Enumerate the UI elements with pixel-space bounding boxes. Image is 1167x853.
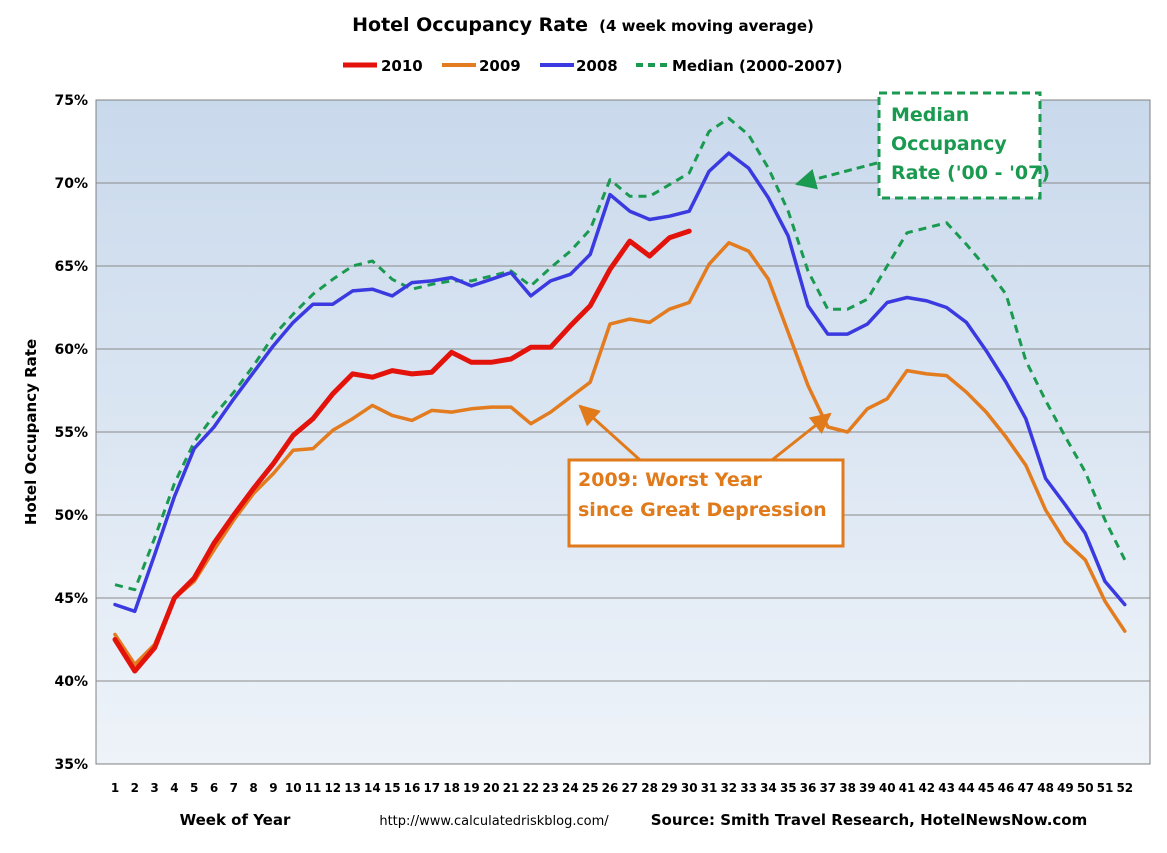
worst-year-arrow-left [578,404,642,462]
x-tick-label: 16 [404,781,421,795]
x-tick-label: 18 [443,781,460,795]
y-axis-ticks: 35% 40% 45% 50% 55% 60% 65% 70% 75% [54,93,88,773]
x-tick-label: 43 [938,781,955,795]
median-annotation: Median Occupancy Rate ('00 - '07) [794,91,1050,200]
median-annotation-arrow [794,161,878,190]
x-tick-label: 36 [800,781,817,795]
x-tick-label: 8 [249,781,257,795]
footer-url: http://www.calculatedriskblog.com/ [379,814,609,829]
x-tick-label: 35 [780,781,797,795]
x-tick-label: 25 [582,781,599,795]
x-tick-label: 27 [621,781,638,795]
x-tick-label: 15 [384,781,401,795]
series-line-median-2000-2007 [114,116,1127,592]
x-tick-label: 37 [819,781,836,795]
y-axis-label: Hotel Occupancy Rate [22,339,40,525]
x-tick-label: 48 [1037,781,1054,795]
x-tick-label: 5 [190,781,198,795]
y-tick-label: 35% [54,757,88,773]
x-tick-label: 19 [463,781,480,795]
x-tick-label: 42 [918,781,935,795]
legend-label: 2009 [479,57,521,75]
x-tick-label: 12 [324,781,341,795]
x-tick-label: 31 [701,781,718,795]
y-tick-label: 40% [54,674,88,690]
worst-year-annotation: 2009: Worst Year since Great Depression [567,404,845,548]
x-tick-label: 50 [1077,781,1094,795]
x-tick-label: 17 [423,781,440,795]
x-tick-label: 21 [503,781,520,795]
x-tick-label: 13 [344,781,361,795]
x-tick-label: 23 [542,781,559,795]
y-tick-label: 45% [54,591,88,607]
legend-label: Median (2000-2007) [672,57,842,75]
legend-label: 2010 [381,57,423,75]
x-tick-label: 22 [522,781,539,795]
x-tick-label: 49 [1057,781,1074,795]
x-tick-label: 7 [230,781,238,795]
x-tick-label: 52 [1116,781,1133,795]
y-tick-label: 50% [54,508,88,524]
worst-year-annotation-line-2: since Great Depression [578,499,827,521]
chart-title-group: Hotel Occupancy Rate (4 week moving aver… [352,14,814,36]
x-tick-label: 41 [899,781,916,795]
x-tick-label: 51 [1097,781,1114,795]
y-tick-label: 55% [54,425,88,441]
worst-year-annotation-line-1: 2009: Worst Year [578,469,763,491]
x-tick-label: 24 [562,781,579,795]
x-tick-label: 1 [111,781,119,795]
x-tick-label: 46 [998,781,1015,795]
x-tick-label: 4 [170,781,178,795]
x-tick-label: 47 [1017,781,1034,795]
median-annotation-box [877,91,1042,200]
x-tick-label: 20 [483,781,500,795]
median-annotation-line-1: Median [891,104,969,126]
x-tick-label: 26 [602,781,619,795]
x-tick-label: 39 [859,781,876,795]
x-tick-label: 29 [661,781,678,795]
chart-subtitle: (4 week moving average) [599,17,814,35]
worst-year-annotation-box [567,458,845,548]
source-text: Source: Smith Travel Research, HotelNews… [651,811,1088,829]
x-tick-label: 11 [305,781,322,795]
y-tick-label: 65% [54,259,88,275]
median-annotation-line-3: Rate ('00 - '07) [891,162,1050,184]
x-tick-label: 14 [364,781,381,795]
x-axis-ticks: 1 2 3 4 5 6 7 8 9 10 11 12 13 14 15 16 17 18 19 20 21 22 23 24 2… [111,781,1133,795]
x-tick-label: 2 [131,781,139,795]
x-tick-label: 6 [210,781,218,795]
series-line-2009 [113,241,1127,667]
series-line-2010 [112,228,692,674]
x-tick-label: 34 [760,781,777,795]
legend: 2010 2009 2008 Median (2000-2007) [343,57,842,75]
y-tick-label: 75% [54,93,88,109]
series-line-2008 [113,151,1127,614]
y-tick-label: 60% [54,342,88,358]
x-tick-label: 45 [978,781,995,795]
x-tick-label: 10 [285,781,302,795]
y-tick-label: 70% [54,176,88,192]
x-tick-label: 32 [720,781,737,795]
median-annotation-line-2: Occupancy [891,133,1007,155]
x-tick-label: 9 [269,781,277,795]
x-tick-label: 3 [150,781,158,795]
legend-label: 2008 [576,57,618,75]
x-tick-label: 28 [641,781,658,795]
x-tick-label: 38 [839,781,856,795]
chart-title: Hotel Occupancy Rate [352,14,588,36]
x-axis-label: Week of Year [180,811,291,829]
x-tick-label: 40 [879,781,896,795]
x-tick-label: 30 [681,781,698,795]
x-tick-label: 44 [958,781,975,795]
series-lines [112,116,1127,674]
worst-year-arrow-right [771,412,832,462]
x-tick-label: 33 [740,781,757,795]
